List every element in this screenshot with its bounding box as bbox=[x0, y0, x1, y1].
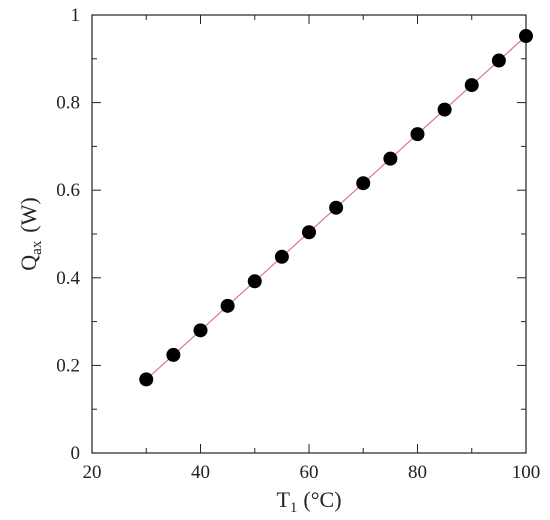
tick-labels: 20 40 60 80 100 0 0.2 0.4 0.6 0.8 1 bbox=[56, 5, 540, 483]
x-tick-label: 20 bbox=[83, 462, 102, 483]
axis-ticks bbox=[91, 14, 527, 454]
data-points bbox=[139, 29, 533, 387]
x-tick-label: 60 bbox=[300, 462, 319, 483]
data-point bbox=[166, 347, 181, 362]
y-tick-label: 1 bbox=[71, 5, 81, 26]
y-tick-label: 0.4 bbox=[56, 268, 80, 289]
data-point bbox=[519, 29, 533, 44]
x-axis-title: T1 (°C) bbox=[276, 487, 341, 516]
data-point bbox=[383, 151, 398, 166]
data-point bbox=[410, 127, 425, 142]
y-tick-label: 0.6 bbox=[56, 180, 80, 201]
x-axis-title-main: T bbox=[276, 487, 290, 512]
y-axis-title-unit: (W) bbox=[16, 197, 41, 232]
data-point bbox=[247, 274, 262, 289]
data-point bbox=[220, 298, 235, 313]
data-point bbox=[274, 249, 289, 264]
x-tick-label: 100 bbox=[512, 462, 541, 483]
y-axis-title: Qax (W) bbox=[16, 197, 45, 270]
x-axis-title-sub: 1 bbox=[290, 500, 298, 516]
x-tick-label: 40 bbox=[191, 462, 210, 483]
y-axis-title-main: Q bbox=[16, 255, 41, 271]
data-point bbox=[193, 323, 208, 338]
data-point bbox=[437, 102, 452, 117]
data-point bbox=[139, 372, 154, 387]
data-point bbox=[491, 53, 506, 68]
y-tick-label: 0.8 bbox=[56, 93, 80, 114]
data-point bbox=[302, 225, 316, 240]
y-tick-label: 0 bbox=[71, 443, 81, 464]
x-tick-label: 80 bbox=[408, 462, 427, 483]
data-point bbox=[329, 200, 344, 215]
data-point bbox=[464, 78, 479, 93]
y-axis-title-sub: ax bbox=[29, 240, 45, 255]
data-point bbox=[356, 176, 371, 191]
y-tick-label: 0.2 bbox=[56, 355, 80, 376]
x-axis-title-unit: (°C) bbox=[303, 487, 341, 512]
